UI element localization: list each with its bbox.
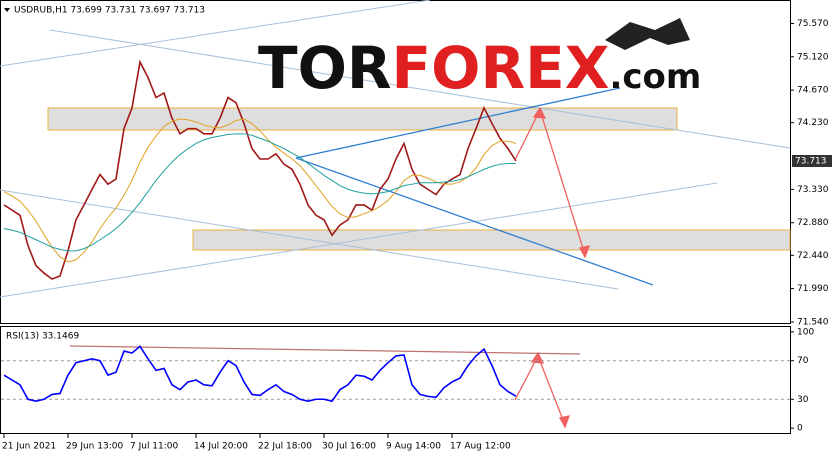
y-tick-label: 71.540 (797, 317, 829, 327)
y-tick-label: 30 (797, 395, 809, 405)
y-tick-label: 70 (797, 356, 809, 366)
channel-line (0, 0, 431, 67)
trend-line (295, 87, 621, 159)
channel-line (0, 182, 718, 298)
y-tick-label: 0 (797, 424, 803, 434)
series-line (3, 118, 517, 263)
last-price-box (792, 155, 832, 167)
watermark: TORFOREX.com (258, 34, 701, 102)
y-tick-label: 74.670 (797, 86, 829, 96)
rsi-trend-line (69, 345, 581, 355)
y-tick-label: 100 (797, 327, 814, 337)
series-line (3, 345, 517, 403)
y-tick-label: 75.120 (797, 52, 829, 62)
x-tick-label: 17 Aug 12:00 (450, 442, 511, 452)
x-tick-label: 22 Jul 18:00 (258, 442, 312, 452)
header: USDRUB,H1 73.699 73.731 73.697 73.713 (14, 6, 205, 16)
resistance-zone (47, 107, 678, 131)
watermark-part: TOR (258, 34, 392, 102)
support-zone (192, 229, 791, 251)
watermark-part: .com (609, 57, 701, 97)
y-tick-label: 75.570 (797, 19, 829, 29)
channel-line (0, 189, 619, 290)
y-tick-label: 72.880 (797, 218, 829, 228)
series-line (3, 133, 516, 252)
arrow-head (532, 106, 547, 119)
y-tick-label: 74.230 (797, 118, 829, 128)
arrow-head (530, 351, 545, 364)
x-tick-label: 7 Jul 11:00 (130, 442, 179, 452)
channel-lines (0, 0, 791, 298)
bull-icon (605, 18, 690, 50)
channel-line (49, 29, 791, 149)
watermark-part: FOREX (392, 34, 610, 102)
x-tick-label: 29 Jun 13:00 (66, 442, 123, 452)
main-panel-frame (0, 0, 791, 324)
y-tick-label: 71.990 (797, 284, 829, 294)
x-tick-label: 9 Aug 14:00 (386, 442, 441, 452)
y-tick-label: 72.440 (797, 251, 829, 261)
y-tick-label: 73.330 (797, 185, 829, 195)
forecast-arrows (514, 106, 591, 429)
x-tick-label: 30 Jul 16:00 (322, 442, 376, 452)
arrow-head (559, 415, 571, 429)
x-tick-label: 14 Jul 20:00 (194, 442, 248, 452)
series-line (3, 59, 517, 280)
trend-lines (295, 87, 654, 286)
x-tick-label: 21 Jun 2021 (2, 442, 56, 452)
arrow-head (579, 245, 591, 259)
header-triangle (4, 8, 10, 12)
rsi-panel-frame (0, 326, 791, 434)
rsi-title: RSI(13) 33.1469 (6, 332, 79, 342)
last-price-label: 73.713 (795, 157, 827, 167)
trend-line (295, 157, 654, 286)
